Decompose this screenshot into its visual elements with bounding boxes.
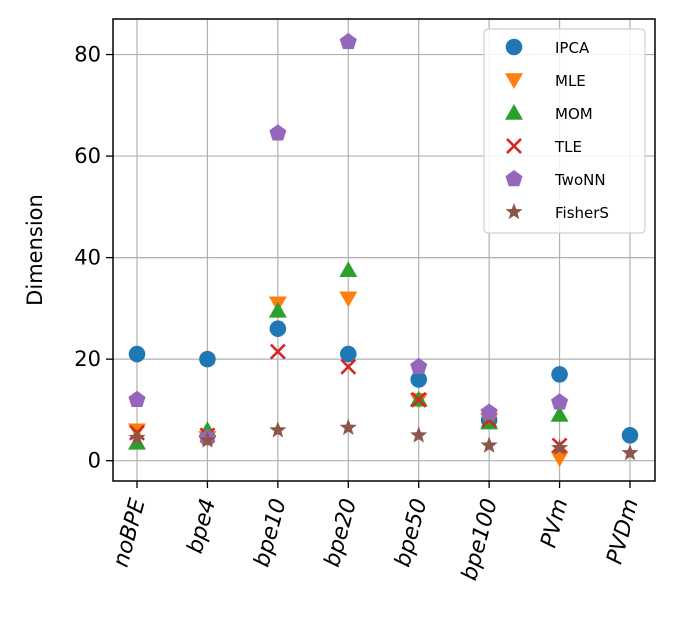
data-point (269, 421, 287, 438)
legend-item: MLE (505, 72, 586, 90)
data-point (340, 358, 357, 375)
legend-marker (506, 138, 522, 154)
y-tick-label: 20 (74, 347, 101, 371)
data-point (410, 391, 427, 408)
data-point (551, 393, 569, 410)
data-point (339, 32, 357, 50)
plot-frame (112, 18, 656, 482)
series-fishers (128, 418, 639, 461)
y-tick-label: 40 (74, 246, 101, 270)
data-point (269, 124, 287, 141)
x-tick-label: noBPE (109, 496, 151, 570)
data-point (551, 439, 569, 456)
data-point (621, 427, 639, 444)
legend-item: MOM (505, 104, 593, 123)
legend-label: TwoNN (554, 171, 606, 189)
data-point (480, 403, 498, 420)
legend-item: TwoNN (505, 170, 606, 189)
data-points (128, 32, 639, 468)
data-point (551, 366, 568, 383)
data-point (128, 390, 146, 408)
data-point (480, 436, 498, 453)
data-point (410, 371, 427, 388)
data-point (550, 406, 569, 422)
x-tick-label: bpe20 (320, 496, 362, 570)
legend-marker (505, 38, 523, 56)
y-tick-label: 0 (88, 449, 101, 473)
data-point (410, 426, 428, 443)
legend-marker (505, 104, 523, 120)
series-ipca (128, 320, 639, 444)
y-tick-label: 60 (74, 144, 101, 168)
legend-marker (505, 203, 523, 220)
data-point (269, 320, 287, 337)
legend-item: FisherS (505, 203, 609, 222)
y-tick-label: 80 (74, 43, 101, 67)
y-axis-label: Dimension (23, 194, 47, 306)
legend-label: MOM (555, 105, 593, 123)
legend-label: FisherS (555, 204, 609, 222)
legend-label: MLE (555, 72, 586, 90)
data-point (550, 451, 569, 468)
data-point (339, 261, 358, 278)
legend: IPCA MLE MOM TLE TwoNN FisherS (483, 28, 646, 234)
data-point (128, 428, 146, 446)
data-point (198, 431, 216, 448)
legend-marker (505, 73, 523, 89)
x-tick-label: bpe50 (390, 496, 432, 570)
data-point (339, 418, 357, 435)
data-point (621, 444, 639, 461)
data-point (339, 291, 358, 308)
x-tick-label: bpe10 (250, 496, 292, 570)
x-tick-label: PVm (536, 496, 573, 551)
data-point (410, 357, 428, 375)
data-point (268, 301, 287, 318)
x-tick-label: PVDm (602, 496, 643, 567)
legend-frame (483, 28, 646, 234)
data-point (128, 433, 146, 450)
data-point (269, 343, 286, 360)
legend-label: TLE (554, 138, 582, 156)
legend-item: TLE (506, 138, 582, 156)
x-tick-label: bpe100 (457, 496, 503, 583)
data-point (199, 350, 216, 368)
data-point (128, 345, 146, 363)
x-tick-label: bpe4 (183, 496, 222, 556)
data-point (340, 345, 357, 363)
legend-marker (505, 170, 523, 187)
legend-label: IPCA (555, 39, 590, 57)
legend-item: IPCA (505, 38, 590, 57)
